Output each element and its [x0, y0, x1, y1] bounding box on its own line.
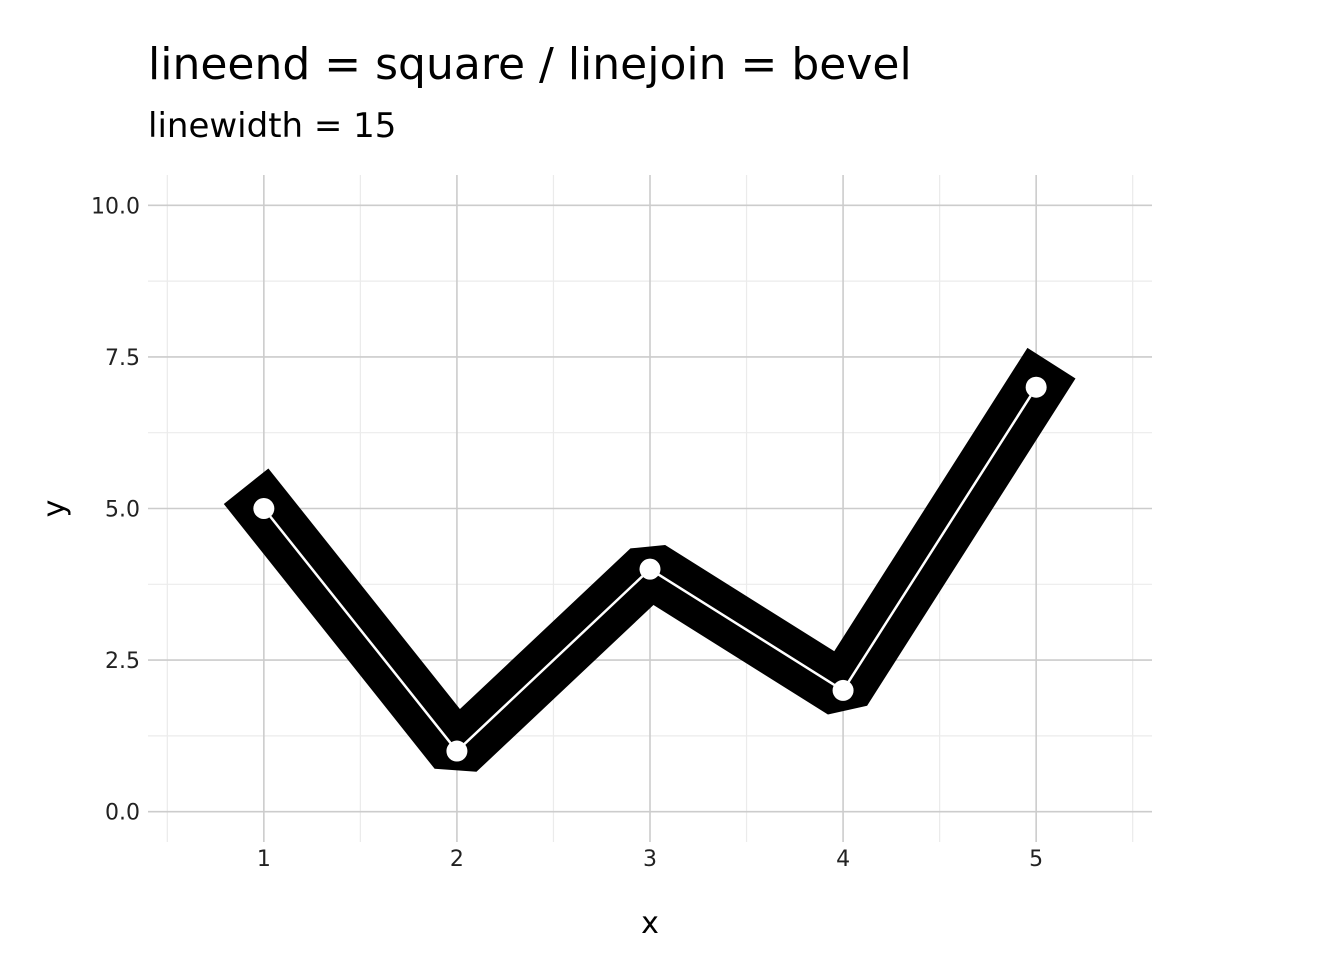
data-point — [253, 498, 275, 519]
x-tick-label: 5 — [1029, 847, 1043, 872]
series-layer — [223, 347, 1076, 772]
data-point — [446, 740, 468, 762]
x-tick-label: 4 — [836, 847, 850, 872]
y-tick-label: 2.5 — [105, 649, 140, 674]
chart-subtitle: linewidth = 15 — [148, 106, 397, 146]
chart-title: lineend = square / linejoin = bevel — [148, 39, 912, 90]
y-tick-labels: 0.0 2.5 5.0 7.5 10.0 — [91, 194, 140, 825]
x-tick-label: 1 — [257, 847, 271, 872]
data-point — [639, 558, 661, 580]
x-axis-title: x — [641, 906, 659, 941]
data-point — [832, 679, 854, 701]
y-tick-label: 0.0 — [105, 801, 140, 826]
x-tick-label: 3 — [643, 847, 657, 872]
y-axis-title: y — [37, 500, 72, 518]
y-tick-label: 5.0 — [105, 498, 140, 523]
y-tick-label: 10.0 — [91, 194, 140, 219]
x-tick-labels: 1 2 3 4 5 — [257, 847, 1043, 872]
data-point — [1025, 376, 1047, 398]
y-tick-label: 7.5 — [105, 346, 140, 371]
x-tick-label: 2 — [450, 847, 464, 872]
